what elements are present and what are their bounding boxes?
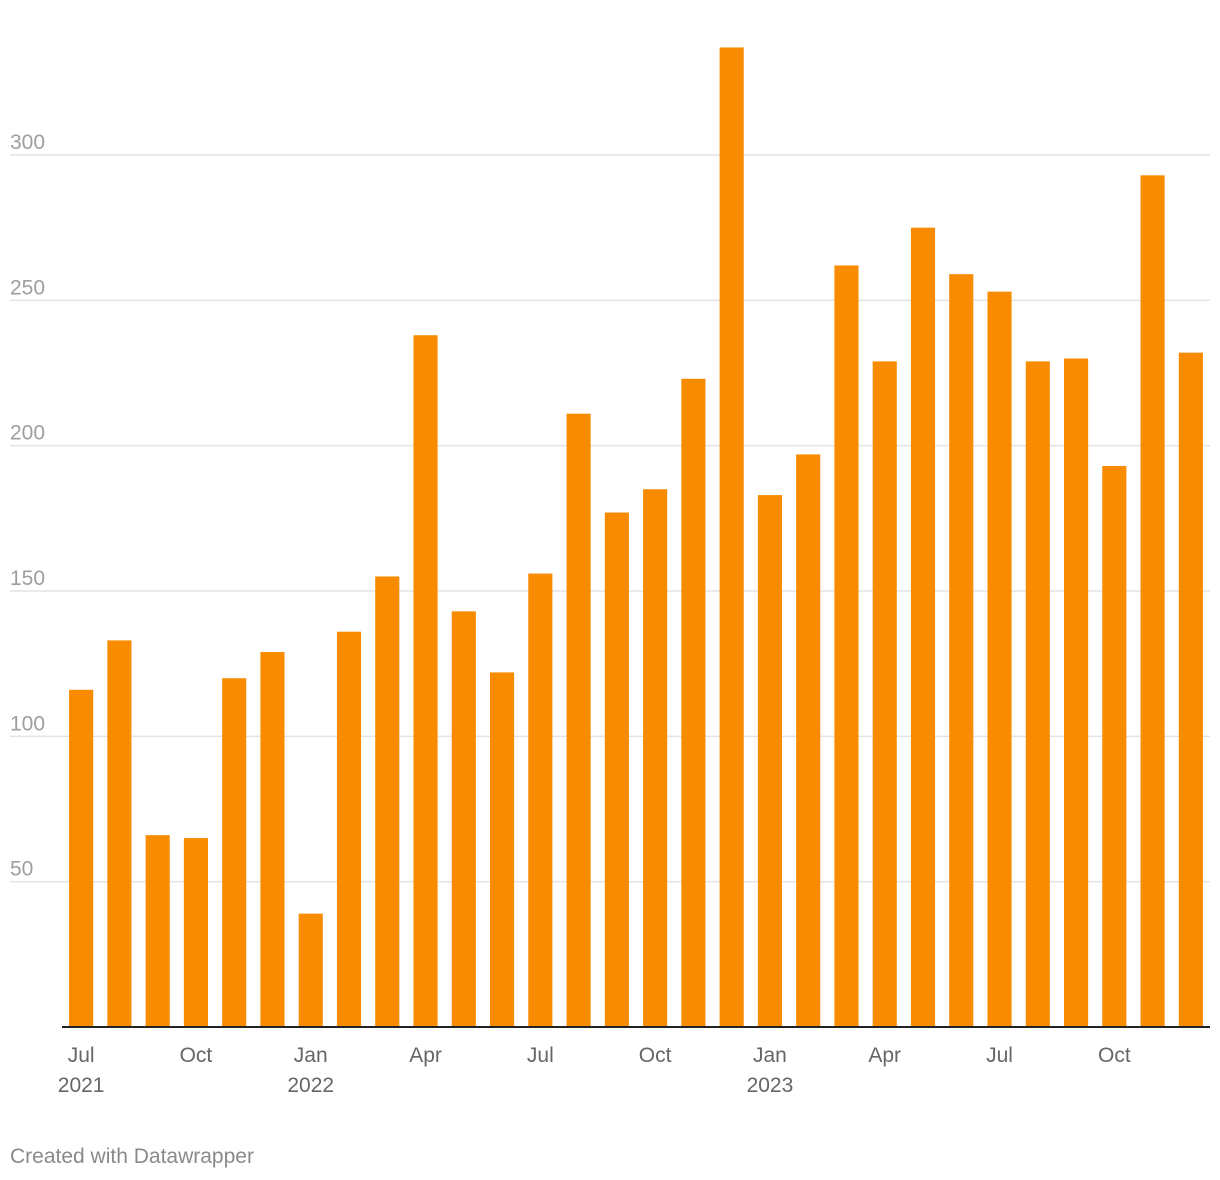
bar-14 — [604, 512, 629, 1027]
x-tick-year-0: 2021 — [58, 1074, 105, 1097]
bar-5 — [260, 652, 285, 1027]
bar-0 — [69, 689, 94, 1027]
bar-19 — [796, 454, 821, 1027]
footer-credit: Created with Datawrapper — [10, 1145, 254, 1168]
bar-8 — [375, 576, 400, 1027]
bar-27 — [1102, 466, 1127, 1028]
x-tick-label-18: Jan — [753, 1044, 787, 1067]
bar-7 — [336, 631, 362, 1027]
x-axis-tick-labels: Jul 2021 Oct Jan 2022 Apr Jul Oct Jan 2023 Apr Jul O… — [58, 1044, 1131, 1097]
bar-1 — [107, 640, 132, 1027]
bar-26 — [1064, 358, 1089, 1027]
bar-15 — [643, 489, 668, 1027]
y-tick-label-50: 50 — [10, 858, 33, 881]
bar-6 — [298, 913, 323, 1027]
bar-13 — [566, 413, 591, 1027]
x-tick-label-21: Apr — [868, 1044, 901, 1067]
y-tick-label-150: 150 — [10, 567, 45, 590]
bar-17 — [719, 47, 744, 1028]
bar-10 — [451, 611, 476, 1027]
bar-25 — [1025, 361, 1050, 1028]
x-tick-label-24: Jul — [986, 1044, 1013, 1067]
bar-21 — [872, 361, 897, 1028]
bar-11 — [490, 672, 515, 1027]
y-tick-label-300: 300 — [10, 131, 45, 154]
x-tick-label-12: Jul — [527, 1044, 554, 1067]
x-tick-label-15: Oct — [639, 1044, 672, 1067]
bar-12 — [528, 573, 553, 1027]
bar-20 — [834, 265, 859, 1027]
x-tick-year-6: 2022 — [287, 1074, 334, 1097]
bar-24 — [987, 291, 1012, 1027]
bars — [69, 47, 1203, 1028]
bar-18 — [757, 495, 782, 1028]
bar-3 — [183, 838, 208, 1027]
bar-4 — [222, 678, 247, 1027]
bar-16 — [681, 378, 706, 1027]
x-tick-label-27: Oct — [1098, 1044, 1131, 1067]
bar-2 — [145, 835, 170, 1027]
x-tick-label-9: Apr — [409, 1044, 442, 1067]
bar-29 — [1178, 352, 1203, 1027]
x-tick-year-18: 2023 — [747, 1074, 794, 1097]
y-tick-label-100: 100 — [10, 712, 45, 735]
y-axis-tick-labels: 50 100 150 200 250 300 — [10, 131, 45, 881]
y-tick-label-200: 200 — [10, 422, 45, 445]
x-tick-label-3: Oct — [180, 1044, 213, 1067]
y-tick-label-250: 250 — [10, 276, 45, 299]
bar-28 — [1140, 175, 1165, 1027]
x-tick-label-0: Jul — [68, 1044, 95, 1067]
bar-23 — [949, 274, 974, 1027]
bar-9 — [413, 335, 438, 1027]
x-tick-label-6: Jan — [294, 1044, 328, 1067]
bar-22 — [910, 227, 936, 1027]
